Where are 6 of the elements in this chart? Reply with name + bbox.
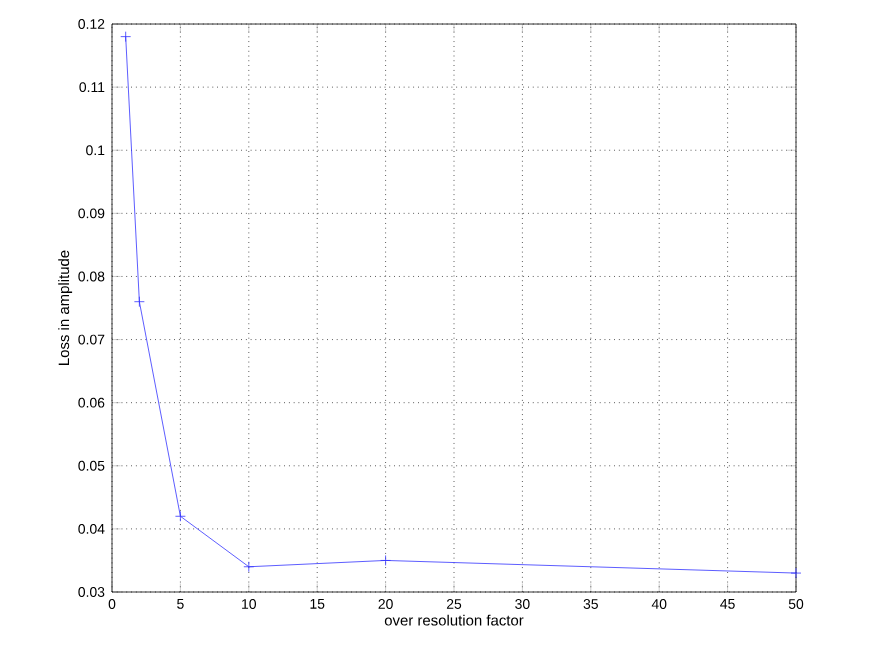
point xyxy=(175,510,186,522)
point xyxy=(790,567,802,579)
point xyxy=(120,31,132,43)
point xyxy=(243,561,255,573)
point xyxy=(133,296,145,308)
point xyxy=(380,555,391,566)
